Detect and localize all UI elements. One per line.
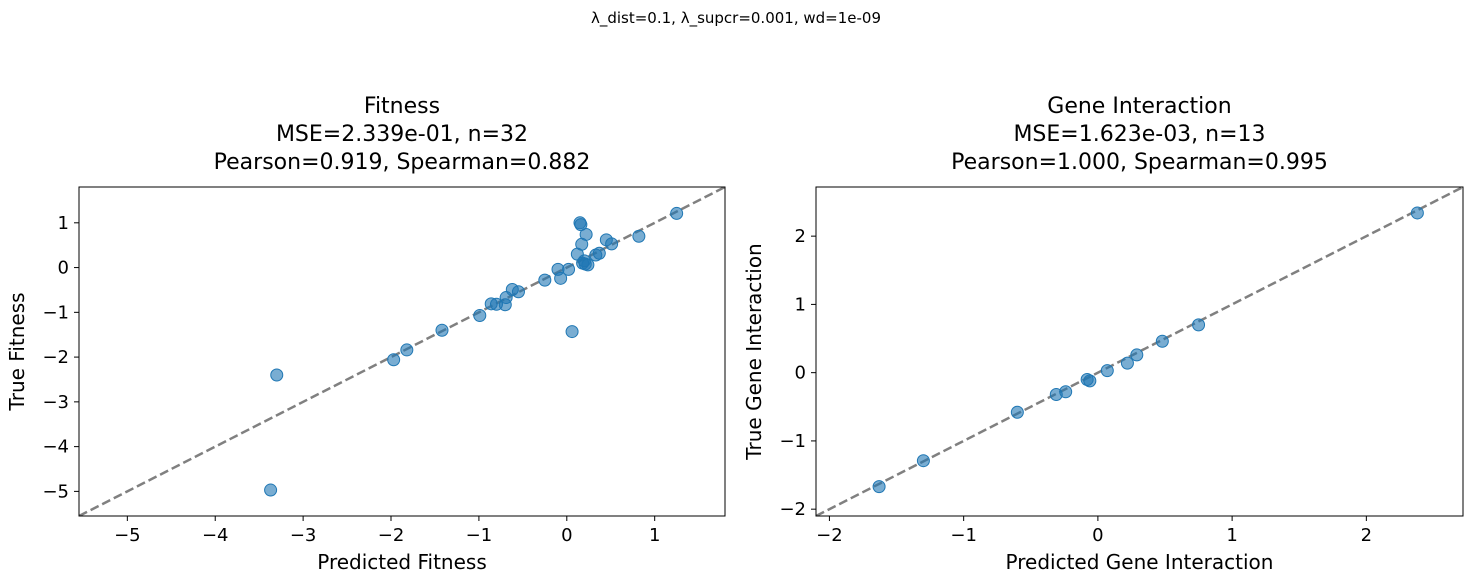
gene-interaction-ytick-label-2: 0: [795, 363, 806, 384]
fitness-title-line-3: Pearson=0.919, Spearman=0.882: [214, 150, 591, 175]
fitness-xtick-label-5: 0: [561, 525, 572, 546]
fitness-subplot: Fitness MSE=2.339e-01, n=32 Pearson=0.919,…: [5, 94, 726, 574]
gene-interaction-xtick-label-1: −1: [950, 525, 977, 546]
gene-interaction-point-2: [1010, 405, 1024, 419]
fitness-point-12: [538, 273, 552, 287]
gene-interaction-xtick-label-2: 0: [1092, 525, 1103, 546]
fitness-point-24: [579, 227, 593, 241]
gene-interaction-title-line-2: MSE=1.623e-03, n=13: [1013, 122, 1265, 147]
fitness-point-5: [473, 308, 487, 322]
fitness-axes-frame: [78, 186, 726, 517]
fitness-point-14: [554, 271, 568, 285]
fitness-xtick-label-0: −5: [114, 525, 141, 546]
gene-interaction-point-6: [1083, 374, 1097, 388]
fitness-point-1: [270, 368, 284, 382]
fitness-xtick-label-6: 1: [649, 525, 660, 546]
gene-interaction-ytick-label-1: −1: [779, 431, 806, 452]
fitness-point-25: [581, 258, 595, 272]
fitness-point-19: [574, 218, 588, 232]
gene-interaction-title-line-3: Pearson=1.000, Spearman=0.995: [951, 150, 1328, 175]
fitness-point-3: [400, 343, 414, 357]
gene-interaction-ytick-label-4: 2: [795, 226, 806, 247]
gene-interaction-point-10: [1155, 334, 1169, 348]
fitness-title-line-1: Fitness: [364, 94, 440, 119]
gene-interaction-point-0: [872, 480, 886, 494]
gene-interaction-axes-frame: [815, 186, 1464, 517]
fitness-xtick-label-2: −3: [290, 525, 317, 546]
fitness-point-15: [562, 262, 576, 276]
gene-interaction-ytick-label-3: 1: [795, 294, 806, 315]
gene-interaction-ylabel: True Gene Interaction: [742, 243, 766, 460]
fitness-point-29: [605, 237, 619, 251]
fitness-ytick-label-5: 0: [58, 258, 69, 279]
fitness-xtick-label-4: −1: [466, 525, 493, 546]
fitness-title-line-2: MSE=2.339e-01, n=32: [276, 122, 528, 147]
fitness-ytick-label-3: −2: [42, 347, 69, 368]
gene-interaction-xlabel: Predicted Gene Interaction: [1006, 550, 1274, 574]
fitness-xtick-label-1: −4: [202, 525, 229, 546]
fitness-point-16: [565, 325, 579, 339]
fitness-xtick-label-3: −2: [378, 525, 405, 546]
fitness-ytick-label-0: −5: [42, 481, 69, 502]
gene-interaction-point-4: [1059, 385, 1073, 399]
gene-interaction-point-12: [1410, 206, 1424, 220]
gene-interaction-xtick-label-0: −2: [816, 525, 843, 546]
fitness-point-4: [435, 323, 449, 337]
fitness-point-30: [632, 229, 646, 243]
gene-interaction-ytick-label-0: −2: [779, 499, 806, 520]
gene-interaction-xtick-label-3: 1: [1226, 525, 1237, 546]
fitness-point-27: [592, 246, 606, 260]
fitness-point-0: [264, 483, 278, 497]
gene-interaction-point-8: [1120, 356, 1134, 370]
fitness-point-2: [387, 353, 401, 367]
fitness-ytick-label-6: 1: [58, 213, 69, 234]
fitness-ytick-label-2: −3: [42, 392, 69, 413]
fitness-ylabel: True Fitness: [5, 292, 29, 411]
fitness-point-31: [670, 206, 684, 220]
gene-interaction-xtick-label-4: 2: [1361, 525, 1372, 546]
gene-interaction-point-7: [1100, 364, 1114, 378]
figure-suptitle: λ_dist=0.1, λ_supcr=0.001, wd=1e-09: [591, 9, 881, 28]
gene-interaction-subplot: Gene Interaction MSE=1.623e-03, n=13 Pears…: [742, 94, 1464, 574]
fitness-xlabel: Predicted Fitness: [317, 550, 487, 574]
gene-interaction-point-1: [916, 454, 930, 468]
gene-interaction-title-line-1: Gene Interaction: [1047, 94, 1231, 119]
fitness-point-11: [511, 285, 525, 299]
gene-interaction-point-11: [1192, 318, 1206, 332]
fitness-ytick-label-1: −4: [42, 437, 69, 458]
fitness-ytick-label-4: −1: [42, 302, 69, 323]
gene-interaction-point-9: [1130, 348, 1144, 362]
